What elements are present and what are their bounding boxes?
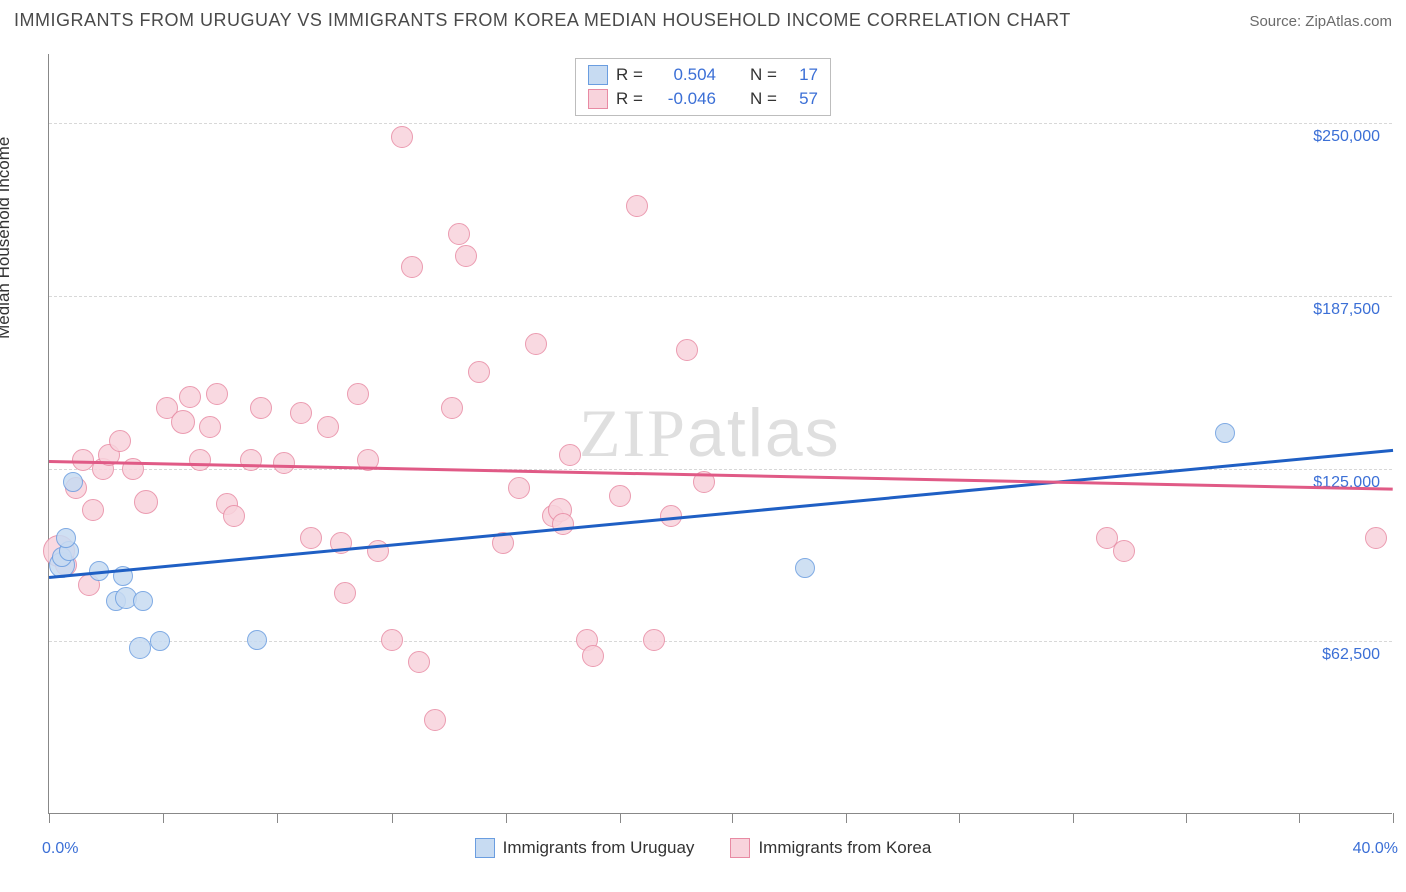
chart-title: IMMIGRANTS FROM URUGUAY VS IMMIGRANTS FR… <box>14 10 1071 31</box>
scatter-point <box>223 505 245 527</box>
r-label: R = <box>616 89 646 109</box>
n-label: N = <box>750 65 780 85</box>
legend-swatch <box>588 89 608 109</box>
x-tick <box>1393 813 1394 823</box>
scatter-point <box>468 361 490 383</box>
scatter-point <box>317 416 339 438</box>
scatter-point <box>250 397 272 419</box>
legend-swatch <box>588 65 608 85</box>
trend-line <box>49 460 1393 490</box>
scatter-point <box>150 631 170 651</box>
scatter-point <box>582 645 604 667</box>
x-tick <box>1186 813 1187 823</box>
scatter-point <box>134 490 158 514</box>
scatter-point <box>609 485 631 507</box>
scatter-point <box>643 629 665 651</box>
scatter-point <box>63 472 83 492</box>
x-tick <box>732 813 733 823</box>
x-tick <box>620 813 621 823</box>
scatter-point <box>795 558 815 578</box>
x-tick <box>49 813 50 823</box>
bottom-legend: Immigrants from Uruguay Immigrants from K… <box>0 838 1406 858</box>
n-value: 57 <box>788 89 818 109</box>
chart-source: Source: ZipAtlas.com <box>1249 13 1392 30</box>
scatter-point <box>381 629 403 651</box>
scatter-point <box>448 223 470 245</box>
y-axis-title: Median Household Income <box>0 137 14 339</box>
n-value: 17 <box>788 65 818 85</box>
scatter-point <box>199 416 221 438</box>
legend-swatch <box>730 838 750 858</box>
scatter-point <box>56 528 76 548</box>
scatter-point <box>240 449 262 471</box>
x-tick <box>277 813 278 823</box>
scatter-point <box>626 195 648 217</box>
chart-header: IMMIGRANTS FROM URUGUAY VS IMMIGRANTS FR… <box>14 10 1392 31</box>
x-tick <box>959 813 960 823</box>
scatter-point <box>552 513 574 535</box>
scatter-point <box>206 383 228 405</box>
watermark: ZIPatlas <box>579 394 841 473</box>
scatter-point <box>401 256 423 278</box>
gridline <box>49 123 1392 124</box>
n-label: N = <box>750 89 780 109</box>
scatter-point <box>424 709 446 731</box>
y-tick-label: $187,500 <box>1313 301 1380 319</box>
scatter-point <box>1113 540 1135 562</box>
x-tick <box>163 813 164 823</box>
scatter-point <box>408 651 430 673</box>
scatter-point <box>455 245 477 267</box>
legend-swatch <box>475 838 495 858</box>
scatter-point <box>171 410 195 434</box>
scatter-point <box>290 402 312 424</box>
scatter-point <box>391 126 413 148</box>
scatter-point <box>525 333 547 355</box>
r-value: -0.046 <box>654 89 716 109</box>
scatter-point <box>82 499 104 521</box>
y-tick-label: $62,500 <box>1322 646 1380 664</box>
scatter-point <box>1215 423 1235 443</box>
plot-area: ZIPatlas $62,500$125,000$187,500$250,000 <box>48 54 1392 814</box>
x-tick <box>1299 813 1300 823</box>
scatter-point <box>300 527 322 549</box>
legend-label: Immigrants from Korea <box>758 838 931 858</box>
x-tick <box>392 813 393 823</box>
y-tick-label: $250,000 <box>1313 128 1380 146</box>
scatter-point <box>334 582 356 604</box>
scatter-point <box>559 444 581 466</box>
x-tick <box>506 813 507 823</box>
correlation-row: R = -0.046 N = 57 <box>588 87 818 111</box>
scatter-point <box>133 591 153 611</box>
x-tick <box>1073 813 1074 823</box>
scatter-point <box>273 452 295 474</box>
legend-item: Immigrants from Uruguay <box>475 838 695 858</box>
scatter-point <box>347 383 369 405</box>
r-value: 0.504 <box>654 65 716 85</box>
scatter-point <box>676 339 698 361</box>
scatter-point <box>189 449 211 471</box>
scatter-point <box>247 630 267 650</box>
scatter-point <box>109 430 131 452</box>
scatter-point <box>508 477 530 499</box>
scatter-point <box>179 386 201 408</box>
r-label: R = <box>616 65 646 85</box>
correlation-row: R = 0.504 N = 17 <box>588 63 818 87</box>
x-tick <box>846 813 847 823</box>
scatter-point <box>129 637 151 659</box>
scatter-point <box>1365 527 1387 549</box>
scatter-point <box>441 397 463 419</box>
gridline <box>49 296 1392 297</box>
legend-item: Immigrants from Korea <box>730 838 931 858</box>
legend-label: Immigrants from Uruguay <box>503 838 695 858</box>
correlation-legend-box: R = 0.504 N = 17 R = -0.046 N = 57 <box>575 58 831 116</box>
